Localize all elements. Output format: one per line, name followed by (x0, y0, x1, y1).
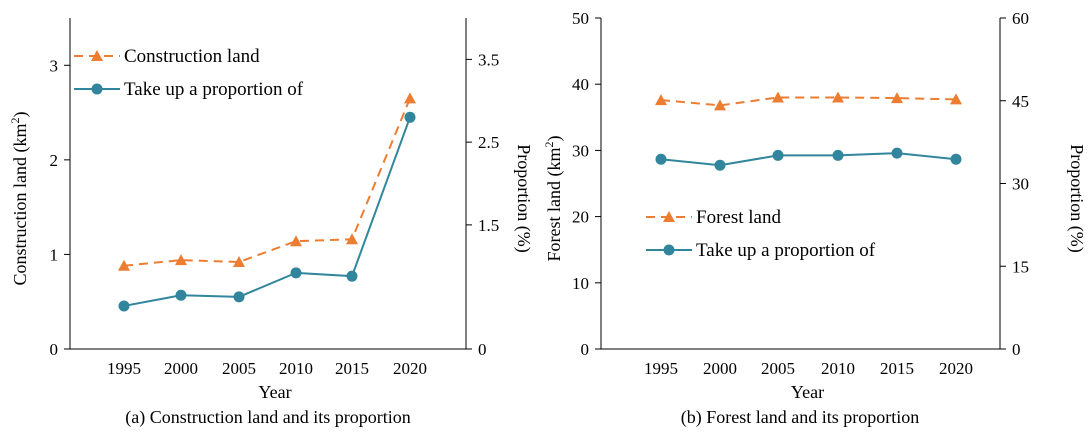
data-point-triangle (346, 233, 358, 245)
data-point-triangle (175, 254, 187, 266)
x-tick-label: 2005 (222, 359, 256, 378)
legend-label: Construction land (124, 46, 260, 67)
y2-tick-label: 30 (1012, 175, 1029, 194)
y2-tick-label: 60 (1012, 9, 1029, 28)
legend-label: Take up a proportion of (696, 240, 876, 261)
y-tick-label: 3 (50, 56, 59, 75)
data-point-triangle (655, 94, 667, 106)
data-point-triangle (404, 92, 416, 104)
y-axis-title: Construction land (km2) (8, 112, 31, 286)
data-point-triangle (891, 92, 903, 104)
legend-marker-circle (91, 83, 103, 95)
data-point-circle (118, 300, 130, 312)
y2-tick-label: 3.5 (478, 50, 499, 69)
x-tick-label: 2005 (761, 359, 795, 378)
data-point-circle (655, 153, 667, 165)
x-tick-label: 2020 (393, 359, 427, 378)
series-line-1 (660, 152, 957, 167)
y2-axis-title: Proportion (%) (513, 144, 534, 252)
x-tick-label: 1995 (107, 359, 141, 378)
y-tick-label: 50 (572, 9, 589, 28)
data-point-triangle (832, 91, 844, 103)
y2-tick-label: 0 (1012, 340, 1021, 359)
legend-label: Take up a proportion of (124, 79, 304, 100)
y2-tick-label: 2.5 (478, 133, 499, 152)
x-tick-label: 2015 (335, 359, 369, 378)
x-axis-title: Year (791, 382, 824, 402)
data-point-circle (233, 291, 245, 303)
legend-marker-triangle (663, 211, 675, 222)
figure-caption: (b) Forest land and its proportion (681, 407, 919, 428)
legend-marker-triangle (91, 50, 103, 61)
y-axis-title: Forest land (km2) (542, 136, 565, 262)
figure-caption: (a) Construction land and its proportion (125, 407, 410, 428)
y-tick-label: 20 (572, 208, 589, 227)
data-point-circle (346, 270, 358, 282)
y-tick-label: 40 (572, 75, 589, 94)
legend-label: Forest land (696, 207, 781, 228)
x-tick-label: 1995 (644, 359, 678, 378)
series-line-0 (660, 96, 957, 107)
data-point-circle (772, 149, 784, 161)
data-point-circle (290, 267, 302, 279)
x-tick-label: 2000 (703, 359, 737, 378)
legend-marker-circle (663, 244, 675, 256)
y-tick-label: 0 (581, 340, 590, 359)
y2-tick-label: 15 (1012, 257, 1029, 276)
y-tick-label: 10 (572, 274, 589, 293)
chart-panel-a: 0 1 2 3 0 1.5 2.5 3.5 1995 2000 2005 2010 2015 2020 Ye… (8, 18, 534, 428)
data-point-triangle (772, 91, 784, 103)
data-point-circle (950, 153, 962, 165)
data-point-circle (891, 147, 903, 159)
data-point-triangle (233, 255, 245, 267)
series-line-1 (123, 116, 411, 307)
x-axis-title: Year (258, 382, 291, 402)
series-line-0 (123, 98, 411, 267)
y2-tick-label: 45 (1012, 92, 1029, 111)
data-point-triangle (714, 99, 726, 111)
x-tick-label: 2015 (880, 359, 914, 378)
y-tick-label: 1 (50, 245, 59, 264)
data-point-triangle (950, 93, 962, 105)
data-point-triangle (118, 259, 130, 271)
data-point-triangle (290, 235, 302, 247)
y-tick-label: 2 (50, 151, 59, 170)
data-point-circle (832, 149, 844, 161)
data-point-circle (714, 159, 726, 171)
x-tick-label: 2000 (164, 359, 198, 378)
x-tick-label: 2010 (279, 359, 313, 378)
y2-tick-label: 1.5 (478, 216, 499, 235)
y-tick-label: 30 (572, 141, 589, 160)
y-tick-label: 0 (50, 340, 59, 359)
chart-panel-b: 0 10 20 30 40 50 0 15 30 45 60 1995 2000 2005 2010 2015… (542, 9, 1087, 428)
x-tick-label: 2020 (939, 359, 973, 378)
data-point-circle (404, 111, 416, 123)
y2-axis-title: Proportion (%) (1066, 144, 1087, 252)
x-tick-label: 2010 (821, 359, 855, 378)
y2-tick-label: 0 (478, 340, 487, 359)
data-point-circle (175, 289, 187, 301)
